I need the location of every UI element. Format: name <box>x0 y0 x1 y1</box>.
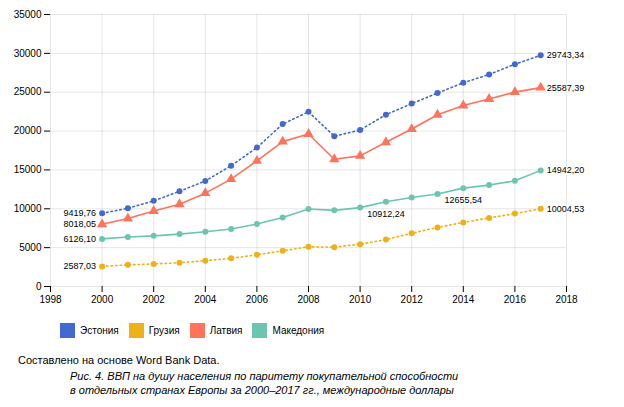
svg-text:2006: 2006 <box>246 294 269 305</box>
svg-text:25587,39: 25587,39 <box>547 83 585 93</box>
html-text:Составлено на основе Word Bank: Составлено на основе Word Bank Data. <box>18 354 220 366</box>
svg-text:6126,10: 6126,10 <box>64 234 97 244</box>
svg-text:10004,53: 10004,53 <box>547 204 585 214</box>
html-text:Рис. 4. ВВП на душу населения: Рис. 4. ВВП на душу населения по паритет… <box>70 370 459 382</box>
html-text:Эстония: Эстония <box>80 325 119 336</box>
svg-text:14942,20: 14942,20 <box>547 165 585 175</box>
svg-text:35000: 35000 <box>14 9 42 20</box>
svg-text:2587,03: 2587,03 <box>64 261 97 271</box>
svg-text:2002: 2002 <box>143 294 166 305</box>
svg-text:2004: 2004 <box>194 294 217 305</box>
svg-text:2014: 2014 <box>452 294 475 305</box>
svg-text:1998: 1998 <box>39 294 62 305</box>
svg-text:5000: 5000 <box>19 242 42 253</box>
svg-text:10000: 10000 <box>14 203 42 214</box>
svg-text:2000: 2000 <box>91 294 114 305</box>
svg-text:2018: 2018 <box>555 294 578 305</box>
svg-text:12655,54: 12655,54 <box>445 195 483 205</box>
svg-text:30000: 30000 <box>14 48 42 59</box>
html-text:в отдельных странах Европы за: в отдельных странах Европы за 2000–2017 … <box>70 384 454 396</box>
svg-text:15000: 15000 <box>14 164 42 175</box>
html-text:Грузия: Грузия <box>148 325 180 336</box>
svg-text:2008: 2008 <box>297 294 320 305</box>
svg-text:29743,34: 29743,34 <box>547 50 585 60</box>
html-text:Латвия: Латвия <box>209 325 243 336</box>
svg-text:9419,76: 9419,76 <box>64 208 97 218</box>
html-text:Македония: Македония <box>272 325 325 336</box>
svg-text:2012: 2012 <box>401 294 424 305</box>
svg-text:20000: 20000 <box>14 125 42 136</box>
svg-text:2016: 2016 <box>504 294 527 305</box>
svg-text:8018,05: 8018,05 <box>64 219 97 229</box>
svg-text:10912,24: 10912,24 <box>367 209 405 219</box>
svg-text:0: 0 <box>36 281 42 292</box>
svg-text:25000: 25000 <box>14 86 42 97</box>
svg-text:2010: 2010 <box>349 294 372 305</box>
